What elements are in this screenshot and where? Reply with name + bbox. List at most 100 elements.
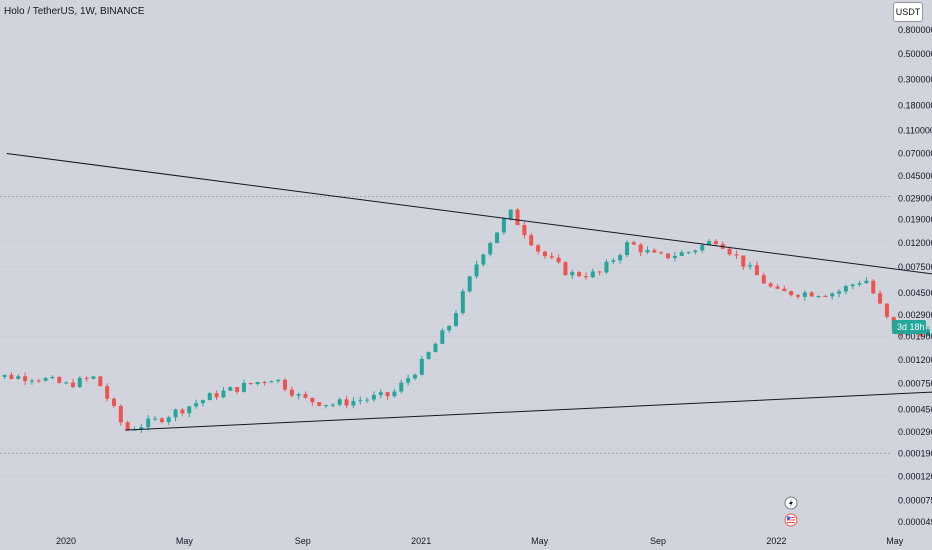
candle-body (501, 218, 506, 233)
countdown-badge (892, 320, 926, 334)
candle-body (536, 245, 541, 252)
candle-body (652, 250, 657, 253)
candle-body (672, 255, 677, 259)
candle-body (796, 295, 800, 297)
candle-body (194, 403, 199, 407)
candle-body (146, 418, 151, 428)
candle-body (180, 409, 185, 414)
x-tick-label: May (531, 536, 549, 546)
candle-body (378, 392, 383, 396)
candle-body (228, 387, 233, 391)
candle-body (713, 241, 718, 245)
candle-body (802, 292, 807, 297)
x-tick-label: 2020 (56, 536, 76, 546)
candle-body (693, 250, 698, 253)
candle-body (563, 262, 568, 276)
candle-body (625, 242, 629, 256)
candle-body (529, 235, 534, 246)
candle-body (631, 242, 636, 245)
candle-body (371, 395, 376, 400)
candle-body (351, 400, 356, 406)
candle-body (337, 399, 342, 405)
candle-body (248, 382, 253, 385)
candle-body (488, 243, 493, 255)
y-tick-label: 0.029000 (898, 193, 932, 203)
y-tick-label: 0.070000 (898, 149, 932, 159)
candle-body (590, 271, 595, 278)
currency-button[interactable]: USDT (893, 2, 923, 22)
candle-body (754, 265, 759, 276)
y-tick-label: 0.000450 (898, 405, 932, 415)
y-tick-label: 0.500000 (898, 49, 932, 59)
candle-body (700, 245, 705, 251)
candle-body (830, 293, 835, 297)
candle-body (522, 225, 527, 236)
y-tick-label: 0.800000 (898, 25, 932, 35)
candle-body (43, 378, 48, 381)
y-tick-label: 0.000075 (898, 495, 932, 505)
candle-body (310, 397, 315, 403)
candle-body (173, 409, 178, 418)
candle-body (789, 291, 794, 296)
descending-trendline (6, 153, 932, 275)
candle-body (850, 284, 855, 287)
candle-body (276, 379, 281, 382)
candle-body (549, 256, 554, 258)
candle-body (214, 393, 219, 398)
candle-body (16, 376, 21, 379)
candle-body (495, 232, 500, 244)
candle-body (727, 248, 732, 255)
x-tick-label: 2021 (411, 536, 431, 546)
candle-body (241, 382, 246, 392)
candle-body (221, 390, 226, 398)
candle-body (583, 276, 588, 278)
candle-body (262, 382, 267, 384)
candle-body (460, 291, 465, 314)
candle-body (864, 280, 869, 284)
candle-body (666, 253, 671, 259)
y-tick-label: 0.000120 (898, 472, 932, 482)
candle-body (289, 389, 294, 396)
us-flag-icon[interactable] (784, 513, 798, 527)
candle-body (330, 404, 335, 406)
candle-body (433, 343, 438, 353)
candle-body (782, 288, 787, 292)
candle-body (878, 293, 883, 304)
candle-body (23, 376, 28, 382)
candle-body (481, 254, 486, 265)
candle-body (570, 272, 575, 276)
y-tick-label: 0.012000 (898, 238, 932, 248)
candle-body (159, 418, 164, 423)
y-tick-label: 0.180000 (898, 101, 932, 111)
candle-body (2, 374, 7, 377)
candle-body (447, 325, 452, 331)
candle-body (474, 264, 479, 277)
candle-body (542, 251, 547, 257)
candle-body (98, 376, 103, 387)
candle-body (344, 399, 349, 406)
candle-body (84, 377, 89, 379)
candle-body (153, 418, 158, 420)
candle-body (77, 377, 82, 388)
candle-body (50, 377, 55, 379)
candle-body (283, 379, 287, 390)
candle-body (399, 382, 404, 392)
candle-body (29, 380, 34, 382)
y-tick-label: 0.004500 (898, 288, 932, 298)
candle-body (775, 286, 780, 289)
candle-body (269, 381, 274, 383)
x-tick-label: 2022 (766, 536, 786, 546)
candle-body (454, 313, 458, 326)
candle-body (419, 358, 424, 375)
candle-body (70, 382, 75, 388)
candle-body (166, 417, 171, 423)
candle-body (64, 382, 69, 384)
y-tick-label: 0.000290 (898, 427, 932, 437)
candle-body (235, 387, 240, 392)
candle-body (91, 376, 96, 379)
candle-body (385, 392, 390, 397)
y-tick-label: 0.001200 (898, 355, 932, 365)
lightning-icon[interactable] (784, 496, 798, 510)
